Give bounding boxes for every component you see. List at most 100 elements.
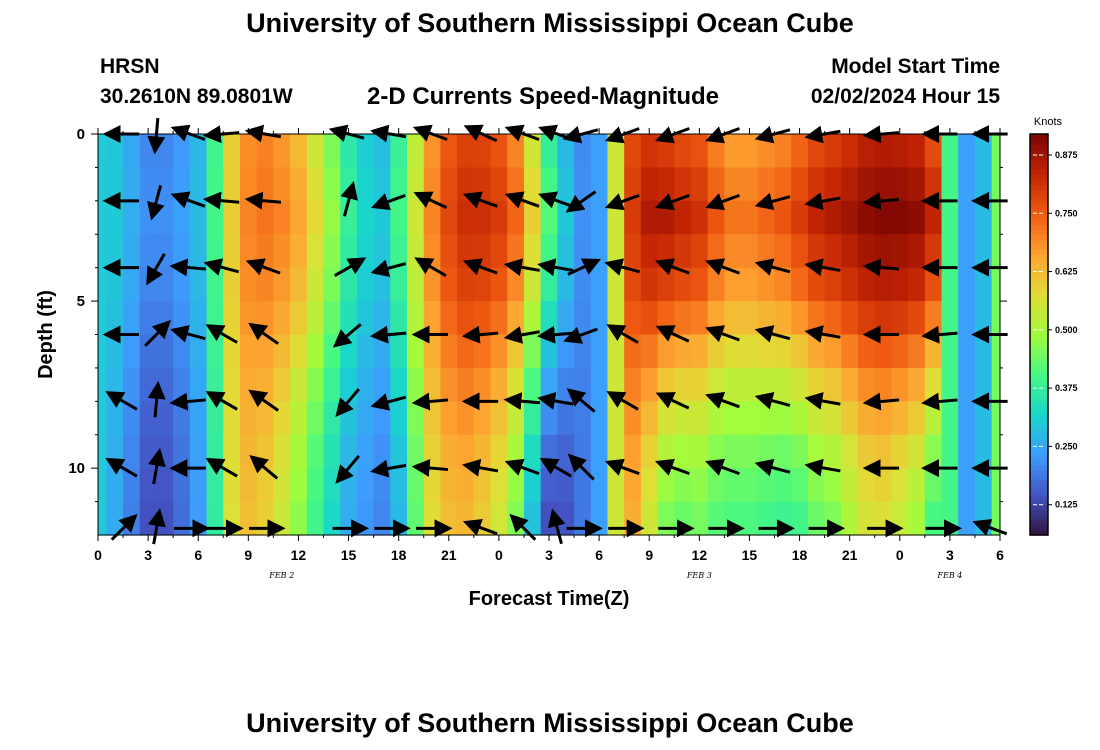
heatmap-cell <box>123 367 141 402</box>
current-vector-arrow <box>144 320 171 347</box>
colorbar: Knots 0.125 0.250 0.375 0.500 0.625 0.750 0.875 <box>1029 116 1078 536</box>
colorbar-segment <box>1030 174 1048 180</box>
heatmap-cell <box>824 234 842 269</box>
heatmap-cell <box>908 334 926 369</box>
heatmap-cell <box>807 234 826 269</box>
x-tick-label: 3 <box>946 547 954 563</box>
heatmap-cell <box>874 367 893 402</box>
heatmap-cell <box>590 367 609 402</box>
heatmap-cell <box>958 234 976 269</box>
x-tick-label: 6 <box>996 547 1004 563</box>
heatmap-cell <box>807 167 826 202</box>
heatmap-cell <box>239 267 258 302</box>
heatmap-cell <box>189 401 208 436</box>
heatmap-cell <box>106 334 124 369</box>
heatmap-cell <box>741 167 759 202</box>
heatmap-cell <box>523 134 542 169</box>
heatmap-cell <box>223 134 241 169</box>
colorbar-segment <box>1030 294 1048 301</box>
heatmap-cell <box>273 234 291 269</box>
heatmap-cell <box>791 167 809 202</box>
heatmap-cell <box>557 167 575 202</box>
heatmap-cell <box>607 401 625 436</box>
colorbar-segment <box>1030 259 1048 265</box>
heatmap-cell <box>390 167 408 202</box>
heatmap-cell <box>223 301 241 336</box>
heatmap-cell <box>206 334 224 369</box>
heatmap-cell <box>724 468 742 503</box>
heatmap-cell <box>791 434 809 469</box>
heatmap-cell <box>239 200 258 235</box>
heatmap-cell <box>891 367 909 402</box>
current-vector-arrow <box>655 458 690 476</box>
current-vector-arrow <box>248 389 280 412</box>
heatmap-cell <box>557 301 575 336</box>
heatmap-cell <box>724 401 742 436</box>
heatmap-cell <box>874 167 893 202</box>
heatmap-cell <box>239 468 258 503</box>
heatmap-cell <box>640 267 659 302</box>
heatmap-cell <box>624 468 642 503</box>
current-vector-arrow <box>563 326 598 344</box>
heatmap-cell <box>256 468 274 503</box>
heatmap-cell <box>189 367 208 402</box>
current-vector-arrow <box>413 191 448 209</box>
heatmap-cell <box>824 301 842 336</box>
heatmap-cell <box>824 401 842 436</box>
heatmap-cell <box>974 167 993 202</box>
heatmap-cell <box>908 134 926 169</box>
heatmap-cell <box>774 501 792 536</box>
heatmap-cell <box>189 167 208 202</box>
x-tick-label: 6 <box>194 547 202 563</box>
colorbar-segment <box>1030 264 1048 270</box>
colorbar-segment <box>1030 324 1048 331</box>
heatmap-cell <box>958 367 976 402</box>
heatmap-cell <box>874 434 893 469</box>
heatmap-cell <box>841 167 859 202</box>
heatmap-cell <box>924 434 943 469</box>
heatmap-cell <box>824 267 842 302</box>
heatmap-cell <box>624 134 642 169</box>
heatmap-cell <box>874 401 893 436</box>
heatmap-cell <box>574 301 592 336</box>
heatmap-cell <box>189 434 208 469</box>
colorbar-segment <box>1030 414 1048 421</box>
x-tick-label: 0 <box>495 547 503 563</box>
x-tick-label: 12 <box>291 547 307 563</box>
heatmap-cell <box>574 401 592 436</box>
heatmap-cell <box>473 367 492 402</box>
heatmap-cell <box>323 501 341 536</box>
heatmap-cell <box>407 468 425 503</box>
heatmap-cell <box>390 434 408 469</box>
heatmap-cell <box>858 167 876 202</box>
heatmap-cell <box>373 434 391 469</box>
heatmap-cell <box>123 234 141 269</box>
heatmap-cell <box>440 134 458 169</box>
heatmap-cell <box>98 301 107 336</box>
heatmap-cell <box>858 401 876 436</box>
heatmap-cell <box>690 367 709 402</box>
heatmap-cell <box>557 267 575 302</box>
heatmap-cell <box>891 468 909 503</box>
heatmap-cell <box>674 134 692 169</box>
colorbar-segment <box>1030 479 1048 486</box>
heatmap-cell <box>941 501 959 536</box>
heatmap-cell <box>757 401 776 436</box>
heatmap-cell <box>423 267 442 302</box>
heatmap-cell <box>924 401 943 436</box>
heatmap-cell <box>323 468 341 503</box>
colorbar-segment <box>1030 154 1048 160</box>
current-vector-arrow <box>539 457 572 478</box>
heatmap-cell <box>574 267 592 302</box>
heatmap-cell <box>657 167 675 202</box>
heatmap-cell <box>774 134 792 169</box>
heatmap-cell <box>707 267 725 302</box>
current-vector-arrow <box>705 258 740 276</box>
heatmap-cell <box>891 167 909 202</box>
heatmap-cell <box>824 200 842 235</box>
current-vector-arrow <box>244 124 282 143</box>
heatmap-cell <box>440 301 458 336</box>
heatmap-cell <box>908 167 926 202</box>
current-vector-arrow <box>504 458 540 476</box>
heatmap-cell <box>674 401 692 436</box>
